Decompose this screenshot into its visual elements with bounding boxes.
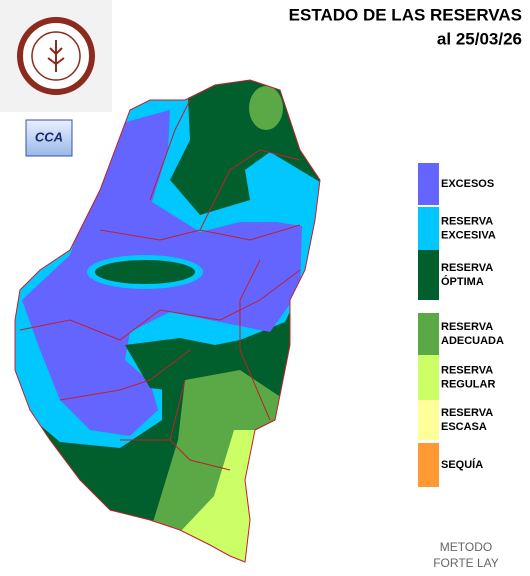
legend-swatch	[418, 313, 439, 355]
legend-label: EXCESIVA	[441, 229, 496, 241]
legend-swatch	[418, 207, 439, 250]
method-line: METODO	[440, 540, 492, 554]
legend-label: RESERVA	[441, 407, 493, 419]
legend-label: REGULAR	[441, 378, 495, 390]
legend-label: EXCESOS	[441, 178, 494, 190]
legend-label: ÓPTIMA	[441, 275, 484, 288]
badge	[25, 119, 73, 157]
legend-label: ESCASA	[441, 421, 487, 433]
legend-swatch	[418, 163, 439, 205]
legend-swatch	[418, 250, 439, 300]
legend-swatch	[418, 355, 439, 400]
date: al 25/03/26	[437, 29, 522, 48]
legend-label: RESERVA	[441, 262, 493, 274]
legend-label: ADECUADA	[441, 335, 504, 347]
legend-label: SEQUÍA	[441, 458, 483, 471]
legend-label: RESERVA	[441, 215, 493, 227]
legend-label: RESERVA	[441, 321, 493, 333]
legend-swatch	[418, 443, 439, 487]
badge-text: CCA	[35, 129, 63, 144]
legend-label: RESERVA	[441, 364, 493, 376]
province-outline	[14, 79, 321, 563]
legend-swatch	[418, 400, 439, 440]
title: ESTADO DE LAS RESERVAS	[289, 5, 522, 24]
legend: EXCESOSRESERVAEXCESIVARESERVAÓPTIMARESER…	[418, 163, 504, 487]
logo-wheat	[47, 40, 65, 72]
method-line: FORTE LAY	[433, 556, 499, 570]
